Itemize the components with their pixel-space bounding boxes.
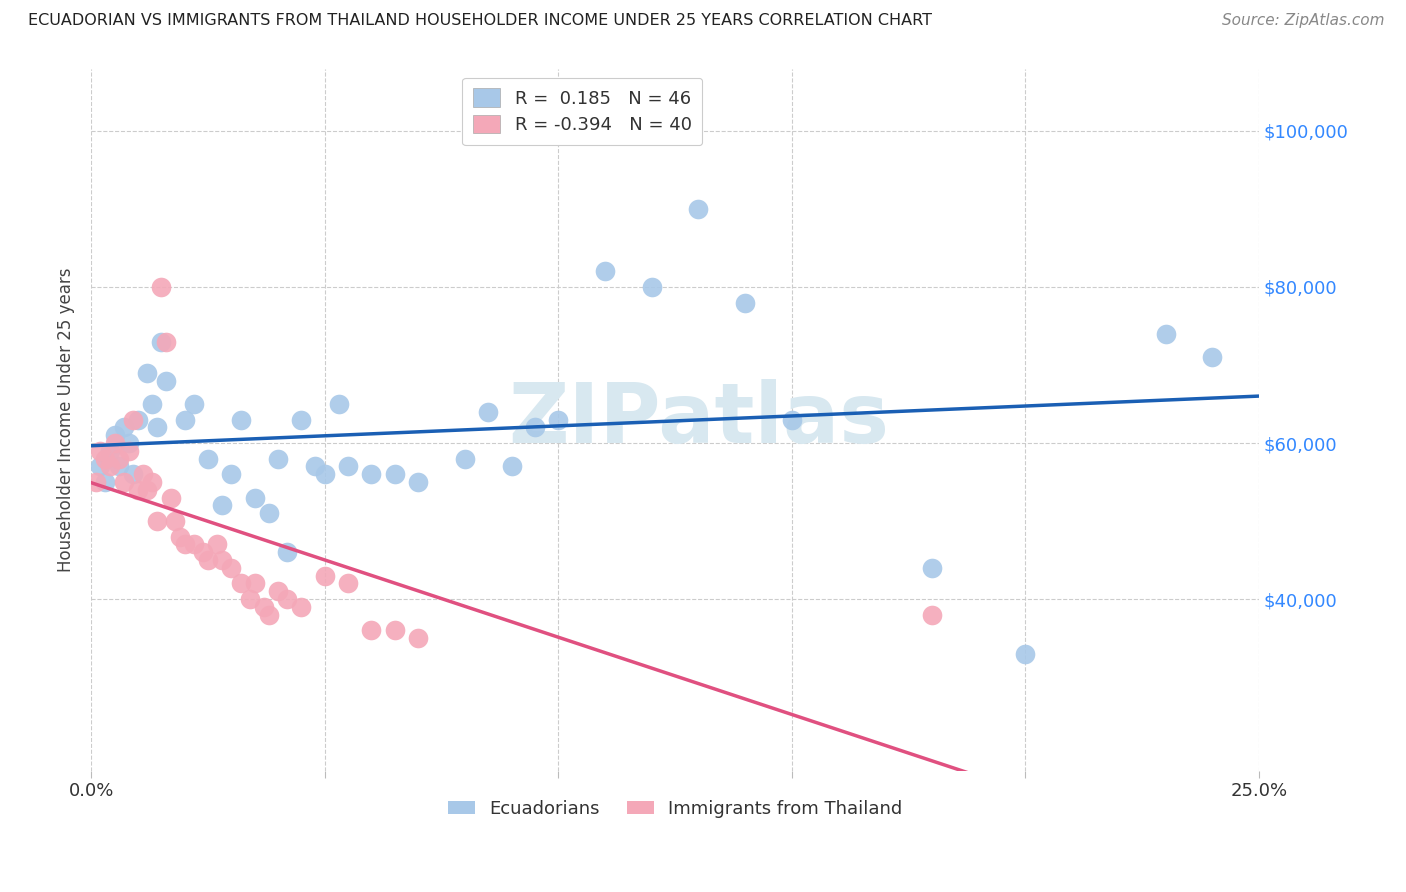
Point [360,624,382,638]
Point [103,428,125,442]
Legend: Ecuadorians, Immigrants from Thailand: Ecuadorians, Immigrants from Thailand [440,792,910,825]
Point [290,412,312,426]
Point [150,334,173,349]
Point [337,459,360,474]
Point [523,420,546,434]
Point [267,451,290,466]
Point [243,491,266,505]
Point [197,451,219,466]
Point [117,443,139,458]
Point [243,576,266,591]
Point [131,467,153,482]
Point [98,459,121,474]
Point [304,459,326,474]
Point [337,576,360,591]
Point [1014,647,1036,661]
Point [122,467,145,482]
Point [207,537,229,551]
Point [155,334,177,349]
Point [328,397,350,411]
Point [89,443,111,458]
Point [780,412,803,426]
Point [221,467,243,482]
Point [406,631,429,645]
Point [290,599,312,614]
Point [108,451,131,466]
Point [454,451,477,466]
Y-axis label: Householder Income Under 25 years: Householder Income Under 25 years [58,268,75,572]
Point [136,483,159,497]
Point [183,397,205,411]
Point [112,420,135,434]
Point [145,514,167,528]
Point [501,459,523,474]
Point [314,467,336,482]
Point [253,599,276,614]
Point [122,412,145,426]
Point [169,530,191,544]
Point [127,412,149,426]
Point [384,467,406,482]
Point [193,545,215,559]
Text: Source: ZipAtlas.com: Source: ZipAtlas.com [1222,13,1385,29]
Point [183,537,205,551]
Point [136,366,159,380]
Point [211,553,233,567]
Text: ECUADORIAN VS IMMIGRANTS FROM THAILAND HOUSEHOLDER INCOME UNDER 25 YEARS CORRELA: ECUADORIAN VS IMMIGRANTS FROM THAILAND H… [28,13,932,29]
Point [921,561,943,575]
Point [276,592,298,607]
Text: ZIPatlas: ZIPatlas [508,379,889,460]
Point [108,459,131,474]
Point [173,537,195,551]
Point [173,412,195,426]
Point [257,506,280,520]
Point [94,475,117,489]
Point [239,592,262,607]
Point [145,420,167,434]
Point [276,545,298,559]
Point [688,202,710,216]
Point [94,451,117,466]
Point [1201,350,1223,364]
Point [221,561,243,575]
Point [641,280,664,294]
Point [155,374,177,388]
Point [141,475,163,489]
Point [117,436,139,450]
Point [89,459,111,474]
Point [593,264,616,278]
Point [112,475,135,489]
Point [406,475,429,489]
Point [229,412,252,426]
Point [84,475,107,489]
Point [150,280,173,294]
Point [159,491,181,505]
Point [103,436,125,450]
Point [98,443,121,458]
Point [360,467,382,482]
Point [229,576,252,591]
Point [257,607,280,622]
Point [1154,326,1177,341]
Point [141,397,163,411]
Point [921,607,943,622]
Point [165,514,187,528]
Point [314,568,336,582]
Point [734,295,756,310]
Point [547,412,569,426]
Point [477,405,499,419]
Point [384,624,406,638]
Point [267,584,290,599]
Point [197,553,219,567]
Point [211,499,233,513]
Point [127,483,149,497]
